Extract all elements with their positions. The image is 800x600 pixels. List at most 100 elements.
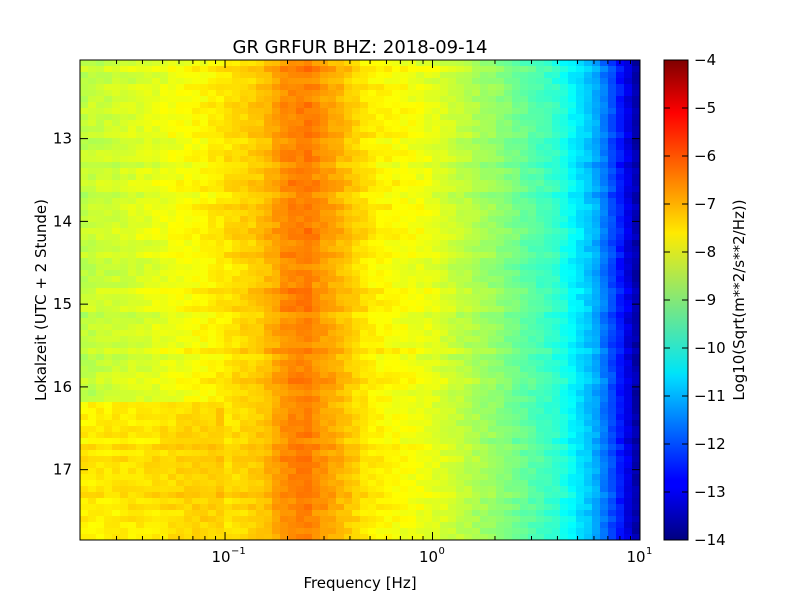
heatmap-cell (520, 138, 529, 145)
heatmap-cell (312, 174, 321, 181)
heatmap-cell (216, 210, 225, 217)
heatmap-cell (568, 450, 577, 457)
heatmap-cell (560, 414, 569, 421)
heatmap-cell (312, 276, 321, 283)
heatmap-cell (288, 492, 297, 499)
heatmap-cell (472, 78, 481, 85)
heatmap-cell (368, 156, 377, 163)
heatmap-cell (280, 522, 289, 529)
heatmap-cell (568, 366, 577, 373)
heatmap-cell (504, 294, 513, 301)
heatmap-cell (368, 390, 377, 397)
heatmap-cell (424, 66, 433, 73)
heatmap-cell (456, 426, 465, 433)
heatmap-cell (80, 60, 89, 67)
heatmap-cell (296, 216, 305, 223)
heatmap-cell (192, 162, 201, 169)
heatmap-cell (392, 198, 401, 205)
heatmap-cell (128, 264, 137, 271)
heatmap-cell (272, 156, 281, 163)
heatmap-cell (408, 306, 417, 313)
heatmap-cell (184, 378, 193, 385)
heatmap-cell (544, 444, 553, 451)
heatmap-cell (80, 396, 89, 403)
heatmap-cell (536, 60, 545, 67)
heatmap-cell (120, 390, 129, 397)
heatmap-cell (456, 192, 465, 199)
heatmap-cell (496, 522, 505, 529)
heatmap-cell (432, 276, 441, 283)
heatmap-cell (320, 246, 329, 253)
heatmap-cell (432, 156, 441, 163)
heatmap-cell (344, 390, 353, 397)
heatmap-cell (336, 336, 345, 343)
heatmap-cell (352, 162, 361, 169)
heatmap-cell (488, 108, 497, 115)
heatmap-cell (312, 396, 321, 403)
heatmap-cell (80, 390, 89, 397)
heatmap-cell (104, 372, 113, 379)
heatmap-cell (512, 264, 521, 271)
heatmap-cell (376, 498, 385, 505)
heatmap-cell (496, 186, 505, 193)
heatmap-cell (408, 210, 417, 217)
heatmap-cell (112, 264, 121, 271)
heatmap-cell (400, 180, 409, 187)
heatmap-cell (184, 306, 193, 313)
heatmap-cell (432, 354, 441, 361)
heatmap-cell (160, 306, 169, 313)
heatmap-cell (160, 474, 169, 481)
heatmap-cell (416, 120, 425, 127)
heatmap-cell (480, 132, 489, 139)
heatmap-cell (496, 78, 505, 85)
heatmap-cell (408, 354, 417, 361)
heatmap-cell (104, 240, 113, 247)
heatmap-cell (136, 456, 145, 463)
heatmap-cell (472, 264, 481, 271)
heatmap-cell (384, 288, 393, 295)
heatmap-cell (424, 120, 433, 127)
heatmap-cell (144, 522, 153, 529)
heatmap-cell (168, 210, 177, 217)
heatmap-cell (208, 282, 217, 289)
heatmap-cell (176, 450, 185, 457)
heatmap-cell (552, 114, 561, 121)
heatmap-cell (336, 270, 345, 277)
heatmap-cell (160, 198, 169, 205)
heatmap-cell (168, 132, 177, 139)
heatmap-cell (512, 312, 521, 319)
heatmap-cell (80, 276, 89, 283)
heatmap-cell (80, 210, 89, 217)
heatmap-cell (176, 342, 185, 349)
heatmap-cell (376, 288, 385, 295)
heatmap-cell (528, 270, 537, 277)
heatmap-cell (456, 60, 465, 67)
heatmap-cell (80, 414, 89, 421)
heatmap-cell (464, 498, 473, 505)
heatmap-cell (120, 324, 129, 331)
heatmap-cell (192, 474, 201, 481)
heatmap-cell (80, 510, 89, 517)
heatmap-cell (96, 222, 105, 229)
heatmap-cell (328, 282, 337, 289)
heatmap-cell (288, 96, 297, 103)
heatmap-cell (96, 444, 105, 451)
heatmap-cell (184, 240, 193, 247)
heatmap-cell (152, 378, 161, 385)
heatmap-cell (104, 78, 113, 85)
heatmap-cell (384, 78, 393, 85)
heatmap-cell (536, 462, 545, 469)
heatmap-cell (464, 384, 473, 391)
heatmap-cell (512, 342, 521, 349)
heatmap-cell (136, 366, 145, 373)
heatmap-cell (360, 324, 369, 331)
heatmap-cell (104, 306, 113, 313)
heatmap-cell (512, 444, 521, 451)
heatmap-cell (320, 156, 329, 163)
heatmap-cell (376, 486, 385, 493)
heatmap-cell (392, 516, 401, 523)
heatmap-cell (248, 318, 257, 325)
heatmap-cell (80, 282, 89, 289)
heatmap-cell (352, 132, 361, 139)
heatmap-cell (120, 510, 129, 517)
